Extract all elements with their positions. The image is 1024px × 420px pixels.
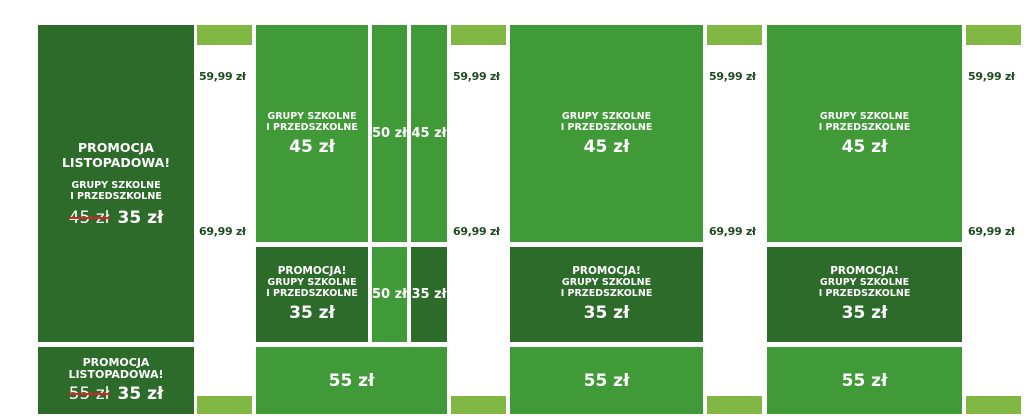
new-price: 35 zł <box>117 207 164 228</box>
price-row: 45 zł 35 zł <box>69 208 164 228</box>
group-promo: PROMOCJA! GRUPY SZKOLNE I PRZEDSZKOLNE 3… <box>510 247 703 342</box>
label: GRUPY SZKOLNE <box>267 277 357 288</box>
promo-heading: PROMOCJA <box>82 356 150 369</box>
bar <box>451 396 506 414</box>
new-price: 35 zł <box>117 384 164 404</box>
bar <box>197 396 252 414</box>
side-price: 59,99 zł <box>709 70 756 83</box>
label: I PRZEDSZKOLNE <box>818 121 911 133</box>
group-bottom: 55 zł <box>510 347 703 414</box>
group-promo: PROMOCJA! GRUPY SZKOLNE I PRZEDSZKOLNE 3… <box>256 247 368 342</box>
side-price: 59,99 zł <box>453 70 500 83</box>
label: GRUPY SZKOLNE <box>819 110 910 122</box>
side-price: 69,99 zł <box>199 225 246 238</box>
price-row: 55 zł 35 zł <box>69 384 164 404</box>
label: PROMOCJA! <box>277 265 347 277</box>
label: I PRZEDSZKOLNE <box>818 288 911 299</box>
bar <box>966 25 1021 45</box>
label: GRUPY SZKOLNE <box>819 277 910 288</box>
label: PROMOCJA! <box>830 265 899 277</box>
price: 45 zł <box>289 136 335 157</box>
promo-heading: PROMOCJA <box>78 139 154 155</box>
promo-subheading: GRUPY SZKOLNE <box>71 179 161 191</box>
promo-heading: LISTOPADOWA! <box>61 154 171 170</box>
extra-price: 50 zł <box>372 25 407 242</box>
promo-block: PROMOCJA LISTOPADOWA! GRUPY SZKOLNE I PR… <box>38 25 194 342</box>
label: GRUPY SZKOLNE <box>561 277 652 288</box>
label: I PRZEDSZKOLNE <box>266 288 358 299</box>
label: GRUPY SZKOLNE <box>267 110 357 122</box>
extra-price: 45 zł <box>411 25 447 242</box>
group-bottom: 55 zł <box>256 347 447 414</box>
promo-heading: LISTOPADOWA! <box>68 368 164 381</box>
price: 45 zł <box>583 136 630 157</box>
bar <box>451 25 506 45</box>
bar <box>707 25 762 45</box>
group-top: GRUPY SZKOLNE I PRZEDSZKOLNE 45 zł <box>256 25 368 242</box>
group-promo: PROMOCJA! GRUPY SZKOLNE I PRZEDSZKOLNE 3… <box>767 247 962 342</box>
label: I PRZEDSZKOLNE <box>560 121 653 133</box>
extra-price: 50 zł <box>372 247 407 342</box>
promo-bottom: PROMOCJA LISTOPADOWA! 55 zł 35 zł <box>38 347 194 414</box>
bar <box>707 396 762 414</box>
side-price: 69,99 zł <box>453 225 500 238</box>
price: 35 zł <box>583 303 630 323</box>
label: GRUPY SZKOLNE <box>561 110 652 122</box>
price: 45 zł <box>841 136 888 157</box>
price: 35 zł <box>841 303 888 323</box>
old-price: 45 zł <box>68 207 110 228</box>
bar <box>966 396 1021 414</box>
side-price: 69,99 zł <box>968 225 1015 238</box>
side-price: 59,99 zł <box>199 70 246 83</box>
price: 35 zł <box>289 303 335 323</box>
group-bottom: 55 zł <box>767 347 962 414</box>
label: I PRZEDSZKOLNE <box>560 288 653 299</box>
label: I PRZEDSZKOLNE <box>266 121 358 133</box>
bar <box>197 25 252 45</box>
group-top: GRUPY SZKOLNE I PRZEDSZKOLNE 45 zł <box>510 25 703 242</box>
promo-subheading: I PRZEDSZKOLNE <box>70 190 162 202</box>
side-price: 69,99 zł <box>709 225 756 238</box>
side-price: 59,99 zł <box>968 70 1015 83</box>
group-top: GRUPY SZKOLNE I PRZEDSZKOLNE 45 zł <box>767 25 962 242</box>
old-price: 55 zł <box>68 384 110 404</box>
extra-price: 35 zł <box>411 247 447 342</box>
label: PROMOCJA! <box>572 265 641 277</box>
